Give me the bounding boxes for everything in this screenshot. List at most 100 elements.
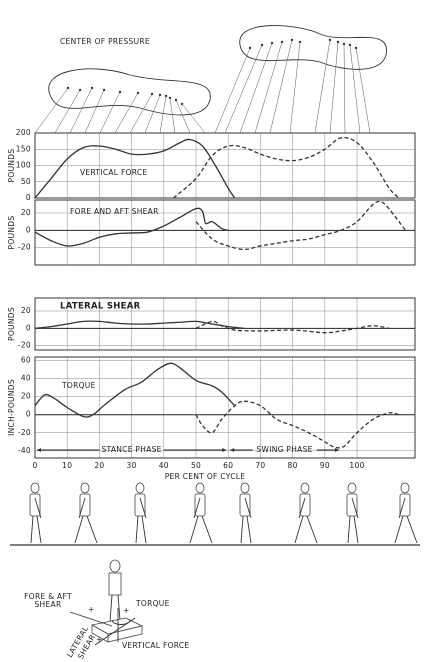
	[30, 482, 40, 494]
	[135, 482, 145, 494]
pointer-line	[129, 93, 153, 134]
data-line	[34, 138, 236, 199]
pointer-line	[99, 91, 121, 134]
walking-figure	[294, 482, 318, 544]
	[351, 497, 359, 519]
cop-title: CENTER OF PRESSURE	[60, 37, 150, 46]
	[398, 497, 406, 519]
y-tick-label: 150	[16, 144, 31, 153]
data-line	[173, 136, 400, 199]
	[36, 515, 42, 544]
	[406, 515, 418, 544]
y-tick-label: 0	[26, 225, 31, 234]
	[294, 515, 304, 544]
x-tick-label: 20	[94, 461, 104, 470]
force-diagram	[69, 559, 144, 646]
pointer-line	[289, 41, 301, 134]
	[195, 482, 205, 494]
	[79, 493, 91, 517]
plot-frame	[34, 356, 416, 459]
pointer-line	[181, 103, 206, 134]
	[400, 482, 410, 494]
pointer-line	[239, 42, 273, 134]
data-line	[195, 200, 406, 251]
y-tick-label: 100	[16, 161, 31, 170]
x-axis-label: PER CENT OF CYCLE	[165, 472, 246, 481]
	[78, 497, 86, 519]
y-tick-label: -40	[18, 446, 31, 455]
	[34, 497, 42, 519]
data-line	[195, 400, 400, 449]
	[299, 493, 311, 517]
	[201, 515, 213, 544]
y-tick-label: 40	[21, 374, 31, 383]
	[193, 497, 201, 519]
data-line	[34, 320, 245, 329]
	[347, 515, 351, 544]
fd-label: TORQUE	[135, 599, 170, 608]
chart-label: LATERAL SHEAR	[60, 302, 141, 312]
pointer-line	[144, 94, 161, 134]
data-line	[34, 207, 229, 247]
	[346, 493, 358, 517]
	[74, 515, 84, 544]
y-axis-label: POUNDS	[7, 216, 16, 250]
pointer-line	[34, 87, 69, 134]
walking-figure	[239, 482, 252, 544]
x-tick-label: 40	[159, 461, 169, 470]
pointer-line	[254, 41, 283, 134]
y-tick-label: 0	[26, 323, 31, 332]
	[246, 515, 252, 544]
pointer-line	[69, 87, 93, 134]
x-tick-label: 100	[349, 461, 364, 470]
y-tick-label: 20	[21, 392, 31, 401]
	[29, 493, 41, 517]
pointer-line	[84, 89, 105, 134]
pointer-line	[114, 92, 139, 134]
plot-frame	[34, 132, 416, 199]
phase-label: SWING PHASE	[256, 445, 312, 454]
pointer-line	[343, 43, 346, 134]
y-tick-label: -20	[18, 341, 31, 350]
pointer-line	[159, 95, 167, 134]
	[80, 482, 90, 494]
walking-figure	[394, 482, 418, 544]
pointer-line	[329, 41, 339, 134]
fd-label: SHEAR	[35, 600, 62, 609]
y-tick-label: 60	[21, 356, 31, 365]
plus: +	[88, 605, 95, 614]
plot-frame	[34, 297, 416, 351]
walking-figure	[29, 482, 42, 544]
chart-label: VERTICAL FORCE	[80, 168, 148, 177]
pointer-line	[224, 44, 263, 134]
phase-label: STANCE PHASE	[101, 445, 161, 454]
pointer-line	[269, 39, 293, 134]
pointer-line	[54, 89, 81, 134]
chart-label: FORE AND AFT SHEAR	[70, 207, 159, 216]
	[353, 515, 359, 544]
x-tick-label: 50	[191, 461, 201, 470]
	[141, 515, 147, 544]
x-tick-label: 0	[32, 461, 37, 470]
x-tick-label: 10	[62, 461, 72, 470]
	[240, 515, 244, 544]
	[244, 497, 252, 519]
	[30, 515, 34, 544]
x-tick-label: 70	[255, 461, 265, 470]
y-tick-label: 20	[21, 208, 31, 217]
pointer-line	[214, 47, 251, 134]
y-tick-label: -20	[18, 428, 31, 437]
plus: +	[123, 606, 130, 615]
walking-figure	[74, 482, 98, 544]
walking-figure	[189, 482, 213, 544]
	[189, 515, 199, 544]
y-axis-label: POUNDS	[7, 149, 16, 183]
x-tick-label: 80	[288, 461, 298, 470]
y-tick-label: 200	[16, 128, 31, 137]
pointer-line	[349, 44, 361, 134]
pointer-line	[169, 97, 176, 134]
	[239, 493, 251, 517]
	[194, 493, 206, 517]
pointer-line	[175, 99, 191, 134]
